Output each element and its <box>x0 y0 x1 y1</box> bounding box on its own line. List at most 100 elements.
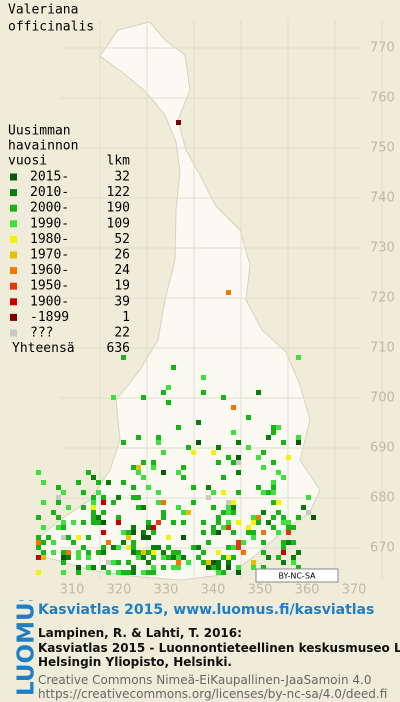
record-square <box>186 445 191 450</box>
record-square <box>271 430 276 435</box>
legend-heading: Uusimman <box>8 124 71 139</box>
record-square <box>36 515 41 520</box>
record-square <box>231 500 236 505</box>
record-square <box>246 530 251 535</box>
record-square <box>276 510 281 515</box>
record-square <box>41 550 46 555</box>
record-square <box>156 490 161 495</box>
record-square <box>231 510 236 515</box>
record-square <box>271 515 276 520</box>
legend-label: 1980- <box>30 232 69 247</box>
legend-count: 52 <box>114 232 130 247</box>
record-square <box>176 550 181 555</box>
record-square <box>226 525 231 530</box>
record-square <box>271 485 276 490</box>
record-square <box>146 525 151 530</box>
record-square <box>91 500 96 505</box>
record-square <box>291 560 296 565</box>
record-square <box>286 455 291 460</box>
record-square <box>226 290 231 295</box>
record-square <box>271 480 276 485</box>
record-square <box>251 530 256 535</box>
record-square <box>266 555 271 560</box>
record-square <box>296 515 301 520</box>
record-square <box>206 560 211 565</box>
record-square <box>186 560 191 565</box>
record-square <box>101 565 106 570</box>
record-square <box>286 525 291 530</box>
legend-total-label: Yhteensä <box>12 341 75 356</box>
record-square <box>196 420 201 425</box>
license: Creative Commons Nimeä-EiKaupallinen-Jaa… <box>38 673 372 687</box>
x-grid-label: 310 <box>60 583 85 598</box>
legend-swatch <box>10 313 17 321</box>
legend-label: 1990- <box>30 216 69 231</box>
record-square <box>291 540 296 545</box>
legend-count: 122 <box>107 185 130 200</box>
x-grid-label: 340 <box>201 583 226 598</box>
record-square <box>226 505 231 510</box>
record-square <box>166 385 171 390</box>
record-square <box>71 520 76 525</box>
record-square <box>216 520 221 525</box>
record-square <box>186 510 191 515</box>
record-square <box>116 570 121 575</box>
footer-headline: Kasviatlas 2015, www.luomus.fi/kasviatla… <box>38 602 375 618</box>
record-square <box>196 555 201 560</box>
record-square <box>111 500 116 505</box>
legend-swatch <box>10 267 17 275</box>
record-square <box>36 545 41 550</box>
record-square <box>161 390 166 395</box>
record-square <box>206 485 211 490</box>
record-square <box>261 490 266 495</box>
record-square <box>86 470 91 475</box>
record-square <box>221 570 226 575</box>
record-square <box>141 550 146 555</box>
record-square <box>86 555 91 560</box>
record-square <box>61 535 66 540</box>
y-grid-label: 730 <box>370 241 395 256</box>
record-square <box>201 520 206 525</box>
record-square <box>161 500 166 505</box>
record-square <box>236 570 241 575</box>
record-square <box>131 525 136 530</box>
record-square <box>141 395 146 400</box>
record-square <box>131 550 136 555</box>
record-square <box>221 475 226 480</box>
record-square <box>256 520 261 525</box>
record-square <box>276 425 281 430</box>
record-square <box>101 550 106 555</box>
record-square <box>61 490 66 495</box>
record-square <box>296 440 301 445</box>
record-square <box>86 535 91 540</box>
record-square <box>281 560 286 565</box>
record-square <box>96 490 101 495</box>
record-square <box>131 485 136 490</box>
record-square <box>276 470 281 475</box>
record-square <box>166 555 171 560</box>
legend-count: 1 <box>122 310 130 325</box>
record-square <box>46 535 51 540</box>
record-square <box>86 565 91 570</box>
record-square <box>66 555 71 560</box>
record-square <box>121 355 126 360</box>
record-square <box>271 500 276 505</box>
record-square <box>106 560 111 565</box>
record-square <box>201 550 206 555</box>
record-square <box>96 480 101 485</box>
record-square <box>216 515 221 520</box>
record-square <box>41 540 46 545</box>
record-square <box>236 470 241 475</box>
record-square <box>91 495 96 500</box>
record-square <box>121 540 126 545</box>
record-square <box>96 515 101 520</box>
record-square <box>236 490 241 495</box>
legend-heading: vuosi <box>8 154 47 169</box>
records <box>36 120 316 575</box>
record-square <box>226 500 231 505</box>
citation: Kasviatlas 2015 - Luonnontieteellinen ke… <box>38 641 400 655</box>
y-grid-label: 760 <box>370 91 395 106</box>
legend-label: ??? <box>30 326 53 341</box>
record-square <box>191 485 196 490</box>
record-square <box>141 555 146 560</box>
